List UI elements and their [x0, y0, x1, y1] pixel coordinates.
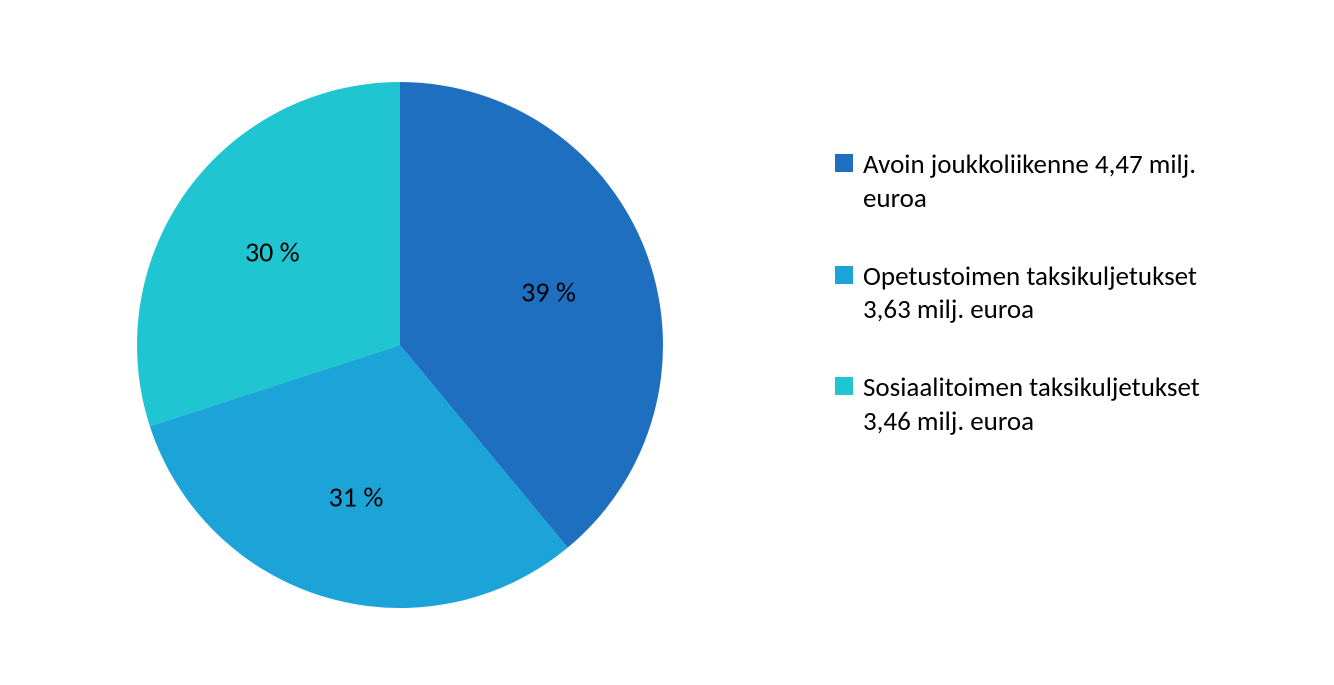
pie-slice-label: 31 %	[329, 479, 384, 514]
legend-text: Avoin joukkoliikenne 4,47 milj. euroa	[863, 148, 1235, 216]
legend-item: Sosiaalitoimen taksikuljetukset 3,46 mil…	[835, 371, 1235, 439]
legend-swatch	[835, 154, 853, 172]
legend-swatch	[835, 266, 853, 284]
legend-text: Sosiaalitoimen taksikuljetukset 3,46 mil…	[863, 371, 1235, 439]
pie-chart-container: 39 % 31 % 30 % Avoin joukkoliikenne 4,47 m…	[0, 0, 1334, 685]
legend: Avoin joukkoliikenne 4,47 milj. euroa Ope…	[835, 148, 1235, 439]
pie-slice-label: 39 %	[521, 274, 576, 309]
legend-swatch	[835, 377, 853, 395]
pie-chart: 39 % 31 % 30 %	[137, 82, 663, 608]
legend-item: Opetustoimen taksikuljetukset 3,63 milj.…	[835, 260, 1235, 328]
pie-slice-label: 30 %	[245, 235, 300, 270]
pie-svg	[137, 82, 663, 608]
legend-item: Avoin joukkoliikenne 4,47 milj. euroa	[835, 148, 1235, 216]
legend-text: Opetustoimen taksikuljetukset 3,63 milj.…	[863, 260, 1235, 328]
